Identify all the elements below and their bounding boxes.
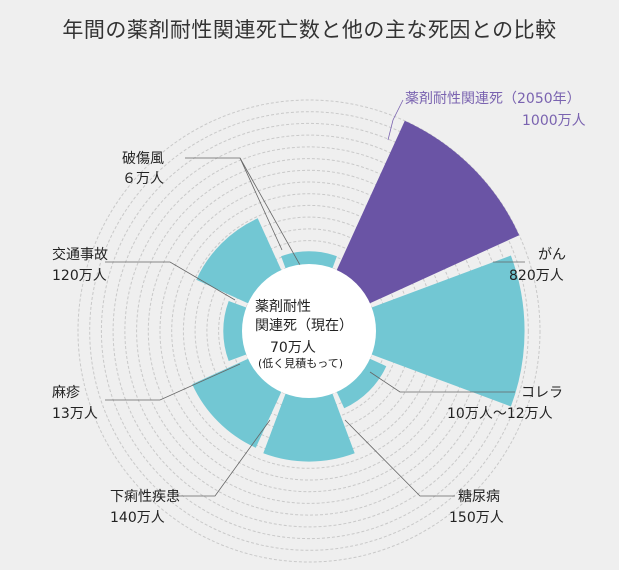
label-diabetes-name: 糖尿病 — [458, 489, 500, 505]
chart-title: 年間の薬剤耐性関連死亡数と他の主な死因との比較 — [62, 18, 557, 42]
wedge-1 — [330, 120, 520, 310]
leader-lines — [105, 99, 525, 497]
label-amr2050-name: 薬剤耐性関連死（2050年） — [405, 91, 581, 107]
leader-line — [239, 157, 301, 266]
label-cancer-value: 820万人 — [509, 268, 564, 284]
label-cholera-value: 10万人～12万人 — [447, 406, 553, 422]
leader-line — [105, 261, 236, 301]
center-value: 70万人 — [270, 340, 316, 356]
label-diabetes-value: 150万人 — [449, 510, 504, 526]
center-disc — [242, 264, 376, 398]
leader-line — [369, 371, 515, 393]
grid-ring — [77, 99, 541, 563]
wedge-2 — [356, 255, 525, 407]
label-cancer-name: がん — [538, 247, 566, 263]
center-label-line1: 薬剤耐性 — [255, 299, 311, 315]
leader-line — [105, 363, 241, 401]
wedge-4 — [263, 378, 355, 462]
leader-line — [175, 419, 271, 497]
label-tetanus-name: 破傷風 — [122, 151, 164, 167]
label-traffic-value: 120万人 — [52, 268, 107, 284]
leader-line — [344, 419, 455, 497]
leader-line — [387, 99, 404, 141]
label-traffic-name: 交通事故 — [52, 246, 108, 263]
center-label-line2: 関連死（現在） — [255, 318, 353, 334]
label-diarrhoea-name: 下痢性疾患 — [110, 489, 180, 505]
label-cholera-name: コレラ — [521, 385, 563, 401]
wedge-3 — [330, 352, 387, 409]
label-measles-value: 13万人 — [52, 406, 98, 422]
label-measles-name: 麻疹 — [52, 385, 80, 401]
label-amr2050-value: 1000万人 — [522, 113, 586, 129]
center-note: (低く見積もって) — [258, 356, 343, 370]
grid-ring — [89, 111, 529, 551]
label-tetanus-value: ６万人 — [122, 171, 164, 187]
label-diarrhoea-value: 140万人 — [110, 510, 165, 526]
